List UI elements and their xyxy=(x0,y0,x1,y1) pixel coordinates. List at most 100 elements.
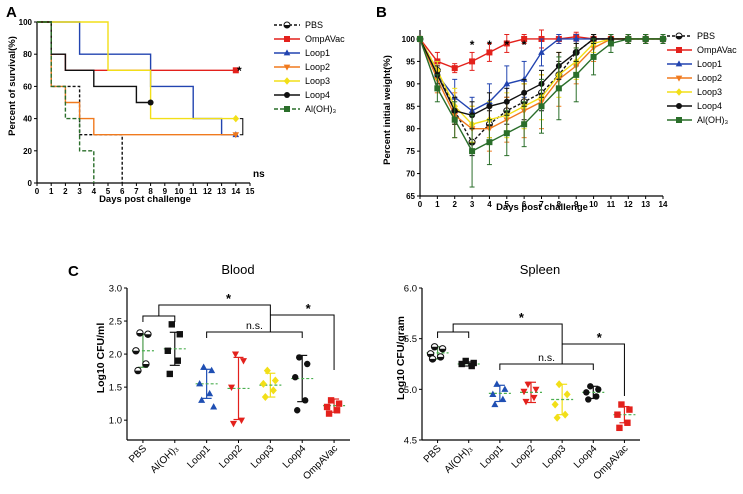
chart-c-blood-sig-upper: * xyxy=(226,291,232,306)
chart-c-blood-point-2 xyxy=(198,396,206,403)
chart-a-series-OmpAVac xyxy=(37,21,236,72)
chart-b-legend-label: PBS xyxy=(697,31,715,41)
chart-a-x-tick-label: 10 xyxy=(175,187,184,196)
chart-a-legend-marker-PBS xyxy=(283,21,291,29)
chart-c-blood-point-3 xyxy=(229,420,238,428)
chart-b-legend-label: Loop4 xyxy=(697,101,722,111)
chart-c-spleen-point-3 xyxy=(530,394,538,402)
chart-c-blood-point-1 xyxy=(164,347,171,354)
chart-a-legend-marker-Loop2 xyxy=(283,64,291,71)
chart-b-weight: Percent initial weight(%) Days post chal… xyxy=(382,29,737,213)
chart-b-y-tick-label: 85 xyxy=(406,102,415,111)
chart-a-legend-marker-Loop4 xyxy=(284,92,290,98)
chart-c-spleen-bracket-control xyxy=(437,331,470,338)
chart-c-blood-sig-middle: n.s. xyxy=(246,320,263,332)
chart-b-star: * xyxy=(522,38,527,52)
chart-c-blood-point-1 xyxy=(174,357,181,364)
chart-b-star: * xyxy=(487,38,492,52)
chart-a-series-Loop2 xyxy=(37,21,236,136)
chart-b-legend-label: Loop1 xyxy=(697,59,722,69)
chart-c-spleen-point-0-fill xyxy=(431,346,438,350)
chart-a-legend-label: PBS xyxy=(305,20,323,30)
chart-a-y-tick-label: 60 xyxy=(23,82,32,91)
chart-a-x-tick-label: 13 xyxy=(217,187,226,196)
chart-c-blood-point-4 xyxy=(271,376,279,385)
chart-b-y-tick-label: 65 xyxy=(406,192,415,201)
chart-c-blood-point-2 xyxy=(200,363,208,370)
chart-c-blood-point-4 xyxy=(263,366,271,375)
chart-a-y-tick-label: 20 xyxy=(23,147,32,156)
chart-c-spleen-point-0 xyxy=(436,353,445,361)
chart-a-legend-label: Loop3 xyxy=(305,76,330,86)
chart-c-spleen-point-0 xyxy=(430,343,439,351)
chart-c-blood-point-6 xyxy=(327,397,335,404)
chart-b-point-AlOH3 xyxy=(521,121,528,128)
chart-b-legend-marker-PBS xyxy=(675,32,683,40)
chart-c-spleen-point-2 xyxy=(493,380,501,387)
chart-a-legend-label: OmpAVac xyxy=(305,34,345,44)
chart-c-blood-point-4 xyxy=(259,379,267,388)
chart-a-x-tick-label: 0 xyxy=(35,187,40,196)
chart-c-spleen-point-2 xyxy=(499,395,507,403)
chart-b-x-tick-label: 5 xyxy=(505,200,510,209)
chart-c-blood-x-tick-label: Loop2 xyxy=(217,443,245,471)
chart-c-blood-y-tick-label: 2.5 xyxy=(109,317,122,328)
chart-c-blood-y-tick-label: 1.5 xyxy=(109,383,122,394)
chart-c-spleen-point-6 xyxy=(626,406,633,413)
chart-b-legend-marker-AlOH3 xyxy=(676,117,682,123)
chart-c-blood-bracket-control xyxy=(142,315,176,322)
chart-b-star: * xyxy=(470,38,475,52)
chart-b-x-tick-label: 1 xyxy=(435,200,440,209)
chart-c-blood-point-0-fill xyxy=(142,364,150,368)
chart-c-blood-point-4 xyxy=(261,393,269,402)
chart-c-spleen-sig-upper: * xyxy=(519,310,525,325)
chart-c-blood-y-tick-label: 2.0 xyxy=(109,350,122,361)
chart-c-blood-point-5 xyxy=(302,397,309,404)
chart-a-x-tick-label: 9 xyxy=(163,187,168,196)
panel-label-c: C xyxy=(68,263,79,280)
chart-a-x-tick-label: 15 xyxy=(246,187,255,196)
chart-c-blood-x-tick-label: Loop3 xyxy=(249,443,277,471)
chart-b-point-AlOH3 xyxy=(434,85,441,92)
chart-c-spleen-point-3 xyxy=(524,381,532,389)
chart-b-point-AlOH3 xyxy=(503,130,510,137)
chart-b-x-tick-label: 2 xyxy=(452,200,457,209)
chart-c-blood-point-2 xyxy=(208,366,216,374)
chart-a-legend-marker-Loop1 xyxy=(283,49,291,56)
chart-b-legend-marker-OmpAVac xyxy=(676,47,682,53)
chart-b-x-tick-label: 3 xyxy=(470,200,475,209)
chart-c-spleen-point-5 xyxy=(583,389,590,396)
chart-c-spleen-title: Spleen xyxy=(520,262,560,277)
chart-a-x-tick-label: 3 xyxy=(77,187,82,196)
chart-a-y-tick-label: 100 xyxy=(19,18,33,27)
chart-c-spleen-point-1 xyxy=(462,357,469,365)
chart-a-end-marker-Loop2 xyxy=(232,132,240,139)
chart-c-spleen-point-5 xyxy=(593,393,600,400)
chart-a-survival: Percent of survival(%) Days post challen… xyxy=(7,18,345,205)
chart-a-legend-marker-AlOH3 xyxy=(284,106,290,112)
chart-b-point-Loop1 xyxy=(520,75,528,82)
chart-b-x-tick-label: 10 xyxy=(589,200,598,209)
panel-label-b: B xyxy=(376,4,387,21)
chart-a-x-tick-label: 7 xyxy=(134,187,139,196)
chart-c-spleen-y-tick-label: 5.0 xyxy=(404,385,417,396)
chart-a-series-Loop4 xyxy=(37,21,151,104)
chart-c-blood-point-5 xyxy=(292,374,299,381)
chart-c-spleen-y-tick-label: 4.5 xyxy=(404,436,417,447)
chart-b-x-tick-label: 4 xyxy=(487,200,492,209)
chart-c-spleen-sig-right: * xyxy=(597,330,603,345)
chart-a-x-tick-label: 4 xyxy=(92,187,97,196)
chart-b-point-Loop4 xyxy=(521,89,528,96)
chart-c-blood-point-1 xyxy=(168,321,175,328)
chart-a-y-tick-label: 80 xyxy=(23,50,32,59)
chart-c-blood-point-0 xyxy=(132,347,140,355)
chart-b-x-tick-label: 6 xyxy=(522,200,527,209)
chart-b-legend-label: Al(OH)₃ xyxy=(697,115,728,125)
chart-b-star: * xyxy=(504,38,509,52)
chart-b-point-AlOH3 xyxy=(417,35,423,42)
chart-c-blood-x-tick-label: Loop4 xyxy=(281,443,309,471)
chart-c-spleen-x-tick-label: Loop1 xyxy=(479,443,507,471)
chart-b-point-AlOH3 xyxy=(555,85,562,92)
chart-b-point-AlOH3 xyxy=(660,35,666,42)
